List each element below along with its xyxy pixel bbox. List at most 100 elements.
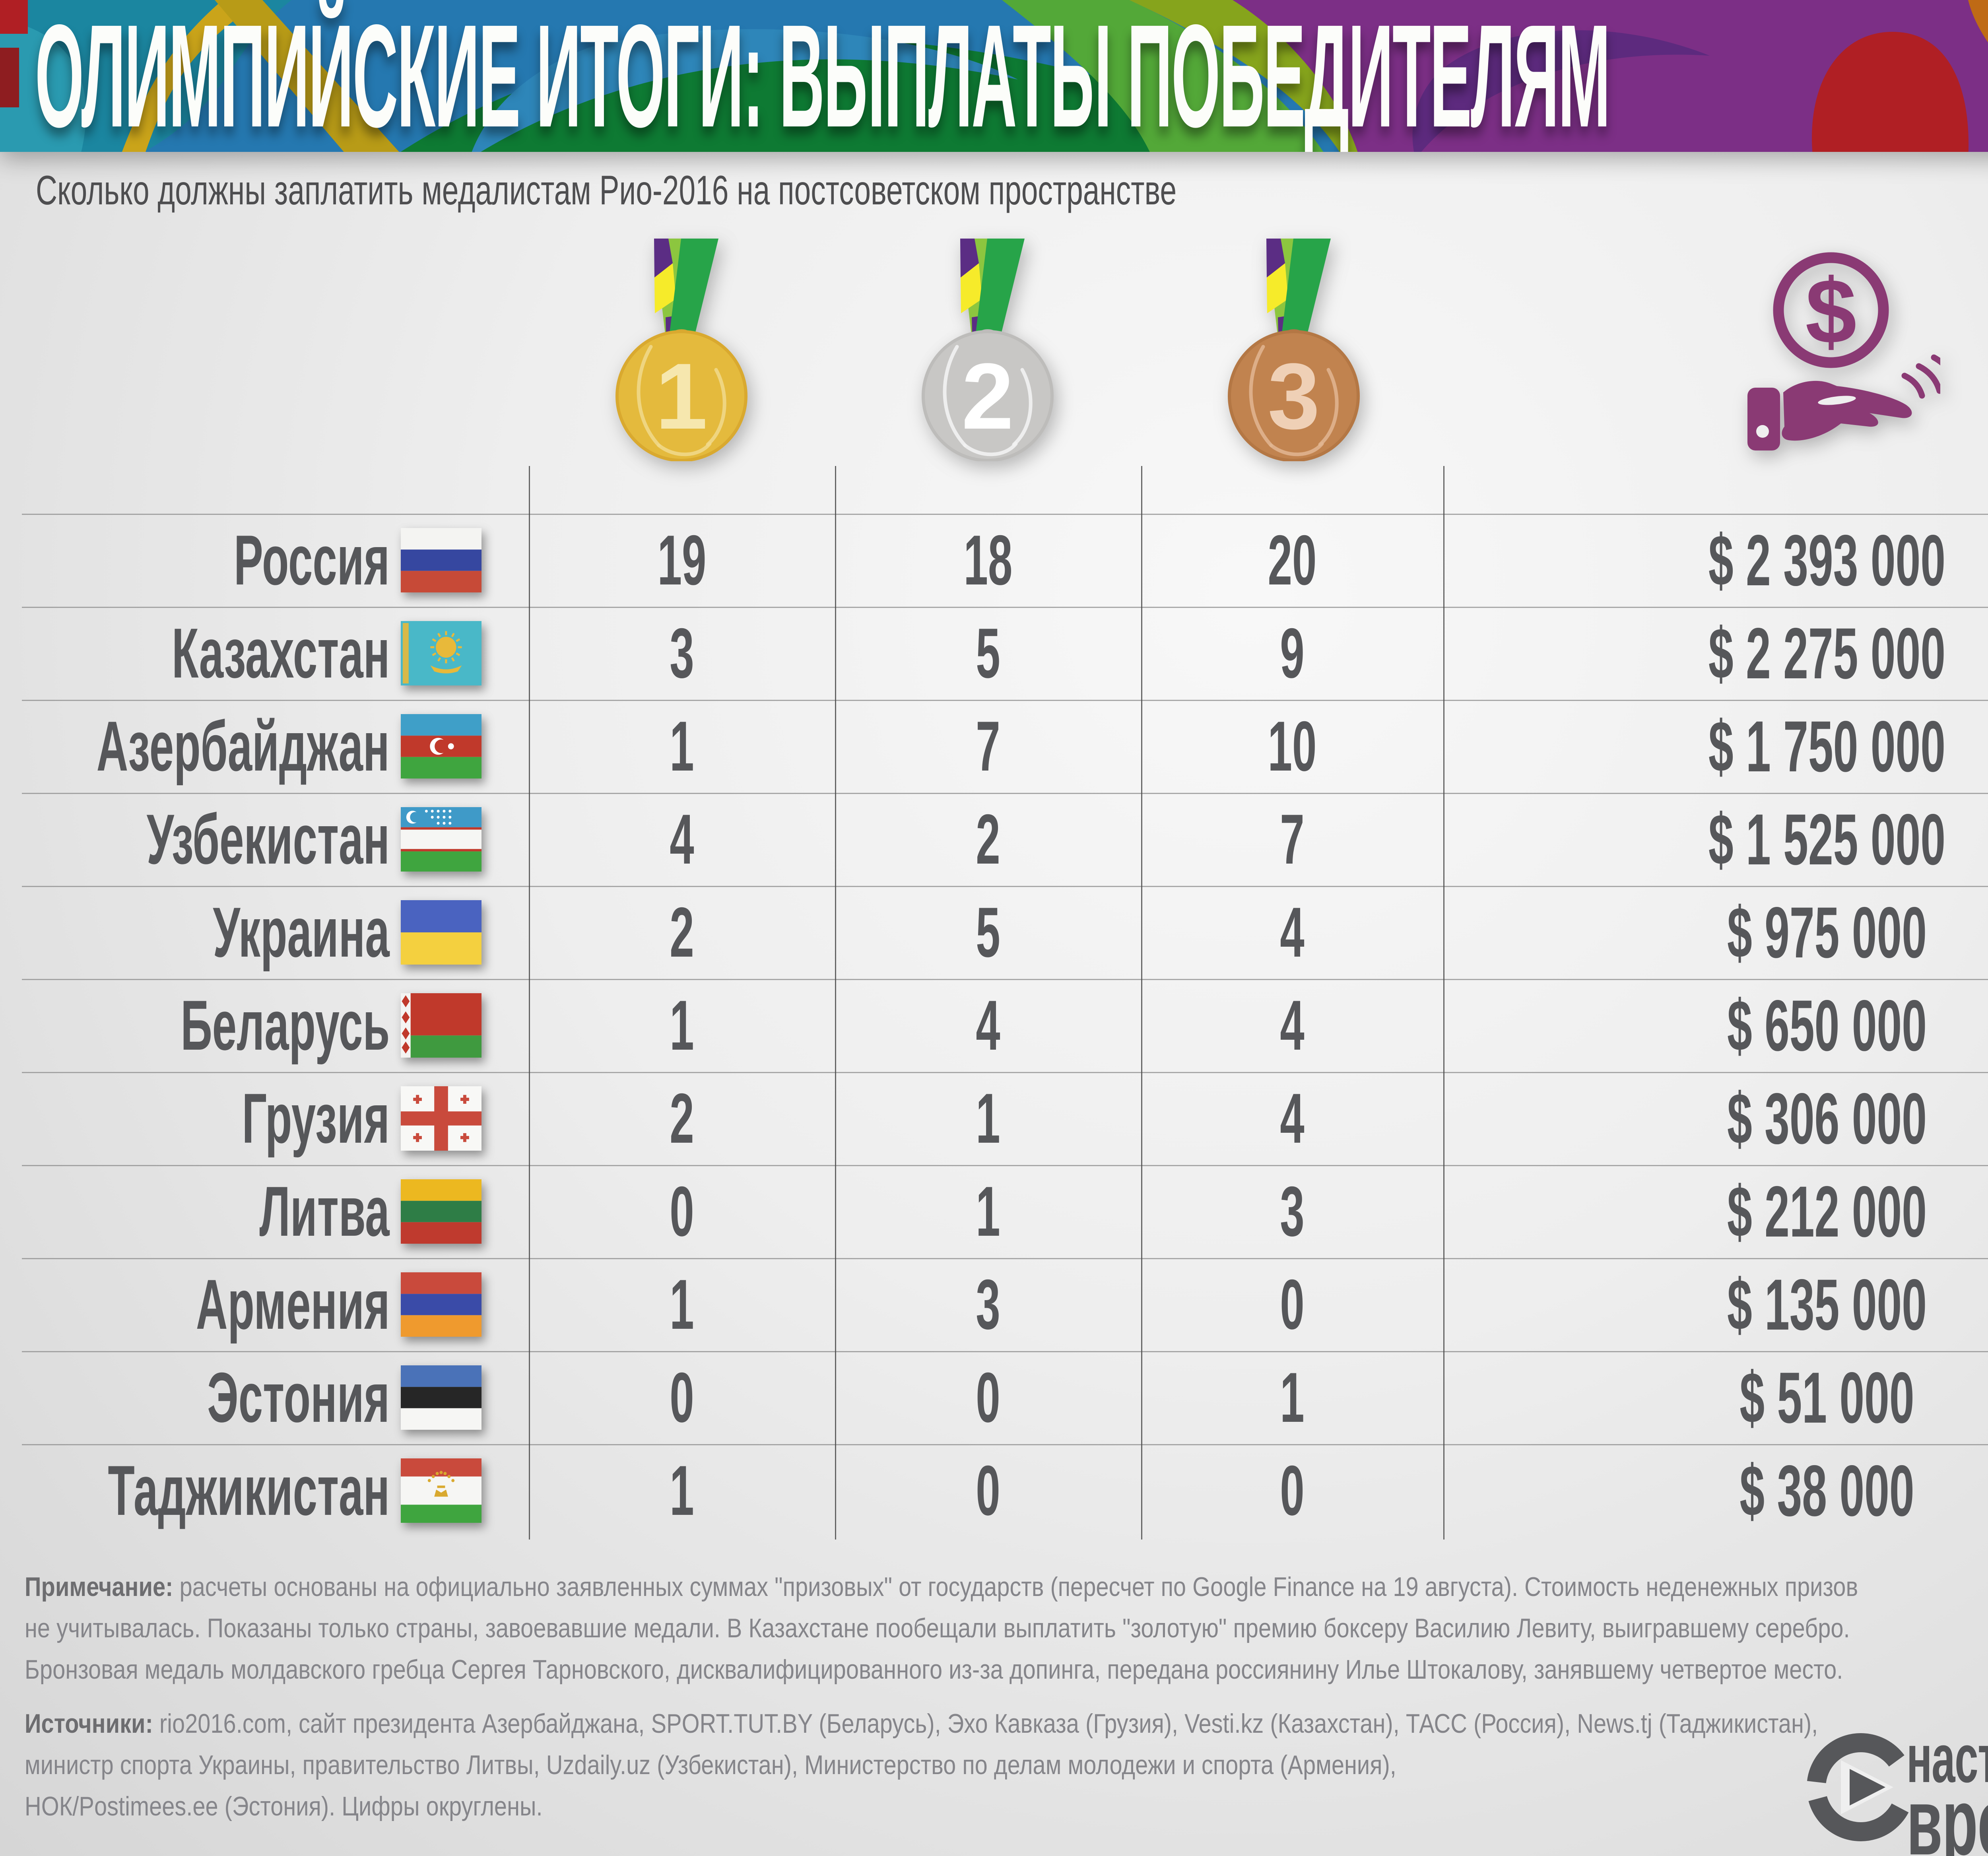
payout-value: $ 38 000: [1740, 1450, 1914, 1531]
silver-medal-icon: 2: [922, 239, 1054, 461]
gold-medal-icon: 1: [615, 239, 747, 461]
gold-count: 0: [670, 1172, 694, 1251]
flag-uz-icon: [401, 807, 481, 872]
brand-logo-text-1: настоящее: [1906, 1720, 1988, 1797]
svg-text:1: 1: [655, 344, 707, 449]
bronze-count: 0: [1280, 1265, 1305, 1344]
payout-value: $ 650 000: [1727, 985, 1927, 1066]
flag-am-icon: [401, 1272, 481, 1337]
bronze-count: 20: [1268, 520, 1317, 600]
payout-value: $ 51 000: [1740, 1357, 1914, 1438]
row-divider: [22, 607, 1988, 608]
row-divider: [22, 979, 1988, 980]
svg-text:3: 3: [1268, 344, 1320, 449]
payout-value: $ 2 393 000: [1708, 520, 1946, 601]
flag-ua-icon: [401, 900, 481, 965]
table-row-by: Беларусь 1 4 4 $ 650 000: [0, 979, 1988, 1072]
brand-logo: настоящее время: [1801, 1720, 1988, 1856]
country-name: Армения: [196, 1265, 390, 1344]
table-row-am: Армения 1 3 0 $ 135 000: [0, 1258, 1988, 1351]
note-line: Примечание: расчеты основаны на официаль…: [25, 1572, 1858, 1602]
row-divider: [22, 1165, 1988, 1166]
silver-count: 5: [976, 893, 1000, 972]
table-row-tj: Таджикистан 1 0 0 $ 38 000: [0, 1444, 1988, 1537]
gold-count: 1: [670, 707, 694, 786]
bronze-count: 10: [1268, 707, 1317, 786]
row-divider: [22, 1072, 1988, 1073]
row-divider: [22, 1258, 1988, 1259]
silver-count: 1: [976, 1079, 1000, 1158]
silver-count: 7: [976, 707, 1000, 786]
row-divider: [22, 886, 1988, 887]
bronze-medal-icon: 3: [1228, 239, 1360, 461]
country-name: Литва: [259, 1172, 390, 1251]
note-line: Бронзовая медаль молдавского гребца Серг…: [25, 1654, 1843, 1685]
row-divider: [22, 514, 1988, 515]
brand-logo-text-2: время: [1906, 1769, 1988, 1856]
country-name: Грузия: [242, 1079, 390, 1158]
flag-by-icon: [401, 993, 481, 1058]
gold-count: 1: [670, 986, 694, 1065]
gold-count: 4: [670, 800, 694, 879]
payout-value: $ 135 000: [1727, 1264, 1927, 1345]
gold-count: 19: [657, 520, 707, 600]
silver-count: 0: [976, 1358, 1000, 1437]
country-name: Казахстан: [171, 613, 390, 693]
payout-value: $ 2 275 000: [1708, 613, 1946, 694]
silver-count: 0: [976, 1451, 1000, 1530]
flag-ge-icon: [401, 1086, 481, 1151]
column-divider: [529, 466, 530, 1540]
table-row-ee: Эстония 0 0 1 $ 51 000: [0, 1351, 1988, 1444]
flag-lt-icon: [401, 1179, 481, 1244]
table-row-ge: Грузия 2 1 4 $ 306 000: [0, 1072, 1988, 1165]
svg-text:2: 2: [961, 344, 1013, 449]
sources-line: НОК/Postimees.ee (Эстония). Цифры округл…: [25, 1791, 543, 1821]
svg-text:$: $: [1805, 260, 1856, 363]
payout-value: $ 306 000: [1727, 1078, 1927, 1159]
bronze-count: 9: [1280, 613, 1305, 693]
note-line: не учитывалась. Показаны только страны, …: [25, 1613, 1850, 1643]
sources-line: Источники: rio2016.com, сайт президента …: [25, 1708, 1818, 1739]
bronze-count: 0: [1280, 1451, 1305, 1530]
gold-count: 3: [670, 613, 694, 693]
gold-count: 2: [670, 893, 694, 972]
flag-ru-icon: [401, 528, 481, 592]
silver-count: 3: [976, 1265, 1000, 1344]
row-divider: [22, 1351, 1988, 1352]
table-row-kz: Казахстан 3 5 9 $ 2 275 000: [0, 607, 1988, 700]
title-banner: ОЛИМПИЙСКИЕ ИТОГИ: ВЫПЛАТЫ ПОБЕДИТЕЛЯМ: [0, 0, 1988, 152]
sources-label: Источники:: [25, 1708, 153, 1739]
country-name: Узбекистан: [146, 800, 390, 879]
flag-kz-icon: [401, 621, 481, 685]
sources-line: министр спорта Украины, правительство Ли…: [25, 1750, 1396, 1780]
payout-value: $ 212 000: [1727, 1171, 1927, 1252]
brand-logo-icon: [1807, 1733, 1915, 1841]
bronze-count: 3: [1280, 1172, 1305, 1251]
table-row-ua: Украина 2 5 4 $ 975 000: [0, 886, 1988, 979]
country-name: Беларусь: [181, 986, 390, 1065]
bronze-count: 4: [1280, 893, 1305, 972]
bronze-count: 7: [1280, 800, 1305, 879]
bronze-count: 4: [1280, 986, 1305, 1065]
payout-value: $ 975 000: [1727, 892, 1927, 973]
table-row-uz: Узбекистан 4 2 7 $ 1 525 000: [0, 793, 1988, 886]
country-name: Россия: [234, 520, 390, 600]
column-divider: [1141, 466, 1142, 1540]
country-name: Таджикистан: [108, 1451, 390, 1530]
money-hand-icon: $: [1747, 252, 1940, 450]
banner-art: [0, 0, 1988, 152]
column-divider: [835, 466, 836, 1540]
silver-count: 1: [976, 1172, 1000, 1251]
table-row-az: Азербайджан 1 7 10 $ 1 750 000: [0, 700, 1988, 793]
row-divider: [22, 700, 1988, 701]
country-name: Эстония: [207, 1358, 390, 1437]
table-row-ru: Россия 19 18 20 $ 2 393 000: [0, 514, 1988, 607]
gold-count: 2: [670, 1079, 694, 1158]
payout-value: $ 1 525 000: [1708, 799, 1946, 880]
country-name: Азербайджан: [97, 707, 390, 786]
silver-count: 4: [976, 986, 1000, 1065]
silver-count: 5: [976, 613, 1000, 693]
row-divider: [22, 793, 1988, 794]
gold-count: 1: [670, 1451, 694, 1530]
payout-value: $ 1 750 000: [1708, 706, 1946, 787]
